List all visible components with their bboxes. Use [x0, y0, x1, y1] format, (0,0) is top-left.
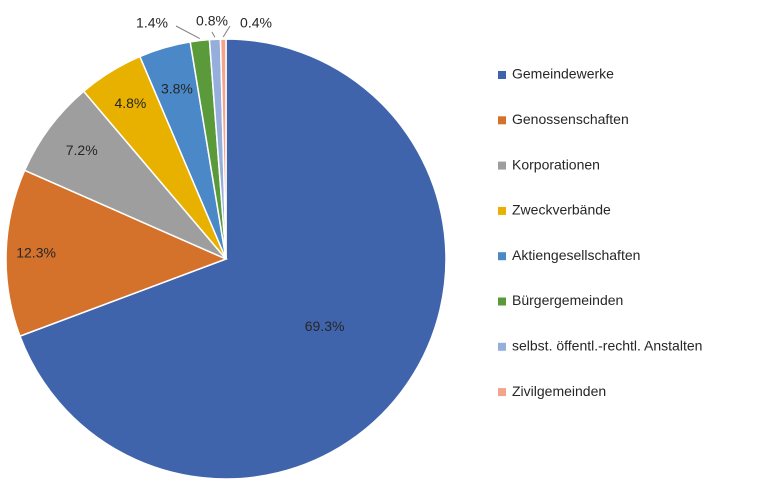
legend-label-genossenschaften: Genossenschaften	[512, 111, 629, 127]
slice-label-korporationen: 7.2%	[66, 142, 98, 158]
pie-slice-korporationen	[23, 90, 227, 260]
pie-slices	[5, 38, 447, 480]
legend-label-zweckverbaende: Zweckverbände	[512, 202, 611, 218]
pie-slice-zivilgemeinden	[219, 38, 227, 260]
slice-label-aktiengesellschaften: 3.8%	[161, 81, 193, 97]
leader-line-selbst-oeffentl-rechtl-anstalten	[211, 31, 216, 38]
slice-label-selbst-oeffentl-rechtl-anstalten: 0.8%	[196, 13, 228, 29]
slice-label-gemeindewerke: 69.3%	[305, 318, 345, 334]
legend-label-gemeindewerke: Gemeindewerke	[512, 66, 614, 82]
legend-swatch-selbst-oeffentl-rechtl-anstalten	[498, 342, 506, 351]
legend-label-selbst-oeffentl-rechtl-anstalten: selbst. öffentl.-rechtl. Anstalten	[512, 338, 702, 354]
slice-label-zweckverbaende: 4.8%	[114, 95, 146, 111]
legend-swatch-aktiengesellschaften	[498, 252, 506, 261]
slice-label-zivilgemeinden: 0.4%	[240, 15, 272, 31]
leader-line-zivilgemeinden	[222, 25, 231, 38]
legend-swatch-zivilgemeinden	[498, 388, 506, 397]
pie-slice-genossenschaften	[5, 169, 228, 338]
leader-line-buergergemeinden	[175, 25, 201, 40]
legend: Gemeindewerke Genossenschaften Korporation…	[498, 66, 702, 399]
slice-label-genossenschaften: 12.3%	[16, 244, 56, 260]
legend-swatch-buergergemeinden	[498, 297, 506, 306]
slice-labels: 69.3% 12.3% 7.2% 4.8% 3.8% 1.4% 0.8% 0.4%	[16, 13, 344, 334]
legend-swatch-gemeindewerke	[498, 71, 506, 79]
legend-swatch-genossenschaften	[498, 116, 506, 125]
legend-label-zivilgemeinden: Zivilgemeinden	[512, 383, 606, 399]
legend-label-aktiengesellschaften: Aktiengesellschaften	[512, 247, 640, 263]
slice-label-buergergemeinden: 1.4%	[136, 15, 168, 31]
legend-label-korporationen: Korporationen	[512, 156, 600, 172]
leader-lines	[175, 25, 231, 40]
legend-swatch-zweckverbaende	[498, 206, 506, 215]
pie-slice-gemeindewerke	[18, 38, 447, 480]
legend-label-buergergemeinden: Bürgergemeinden	[512, 292, 623, 308]
legend-swatch-korporationen	[498, 161, 506, 170]
